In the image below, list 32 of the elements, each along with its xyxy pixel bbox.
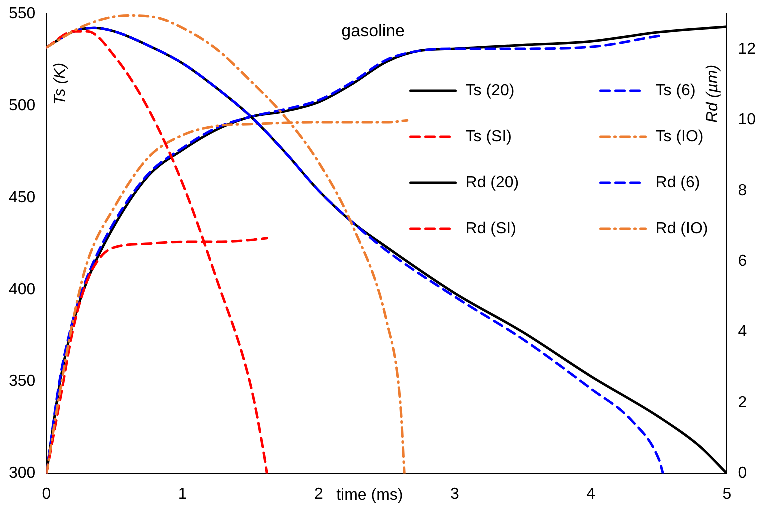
x-axis-title: time (ms) (336, 487, 404, 504)
legend-label: Rd (IO) (656, 220, 708, 238)
y2-tick-label: 6 (738, 252, 748, 270)
legend-label: Ts (20) (466, 82, 515, 100)
y-tick-label: 350 (8, 373, 36, 390)
y2-tick-label: 12 (738, 40, 756, 58)
legend-label: Ts (IO) (656, 128, 704, 146)
x-tick-label: 4 (586, 486, 596, 503)
y2-tick-label: 4 (738, 324, 748, 341)
y2-tick-label: 0 (738, 465, 748, 482)
legend-label: Rd (20) (466, 174, 520, 192)
legend-label: Ts (6) (656, 82, 696, 100)
x-tick-label: 2 (314, 486, 324, 503)
y-tick-label: 400 (8, 281, 36, 298)
y2-tick-label: 10 (738, 112, 756, 129)
x-tick-label: 1 (178, 486, 188, 503)
x-tick-label: 3 (450, 486, 460, 503)
line-series (46, 30, 268, 474)
x-tick-label: 0 (42, 486, 52, 503)
y-axis-title: Ts (K) (52, 62, 70, 106)
legend-label: Ts (SI) (466, 128, 512, 146)
y-tick-label: 550 (8, 5, 36, 22)
y-tick-label: 500 (8, 97, 36, 114)
y2-tick-label: 2 (738, 394, 748, 412)
y2-tick-label: 8 (738, 182, 748, 200)
y-tick-label: 450 (8, 189, 36, 206)
y2-axis-title: Rd (µm) (704, 64, 722, 124)
legend-label: Rd (SI) (466, 220, 516, 238)
x-tick-label: 5 (722, 486, 732, 503)
text: gasoline (342, 22, 406, 41)
y-tick-label: 300 (8, 465, 36, 482)
legend-label: Rd (6) (656, 174, 700, 192)
